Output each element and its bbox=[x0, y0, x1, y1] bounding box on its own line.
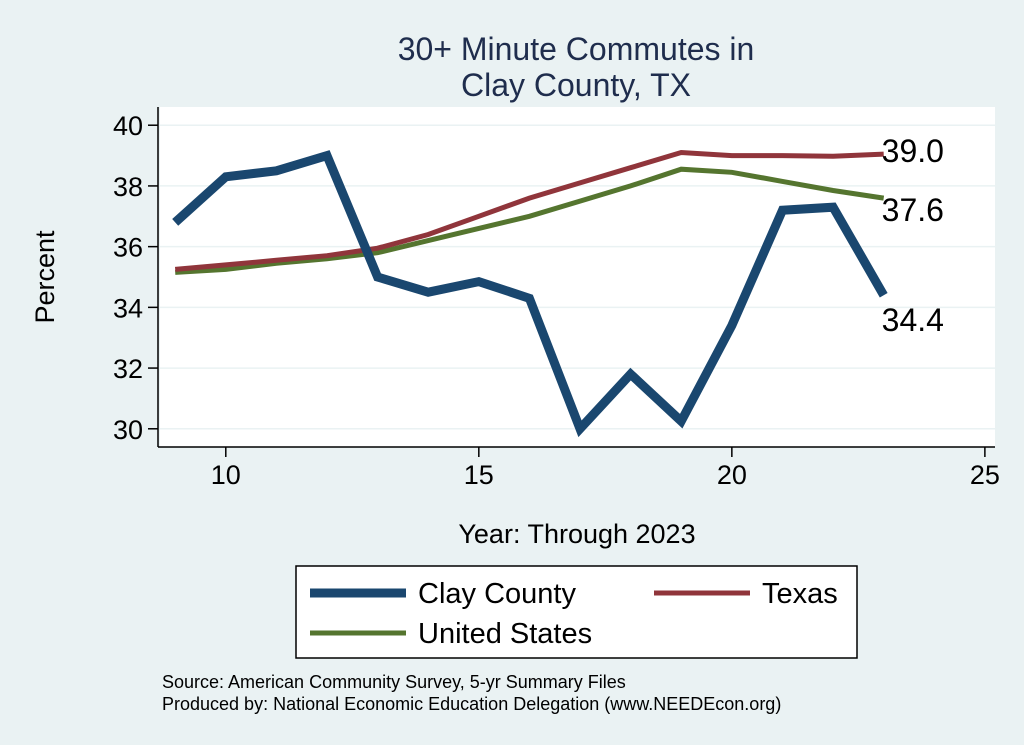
y-tick-label: 30 bbox=[113, 415, 143, 445]
end-label-united-states: 37.6 bbox=[882, 192, 944, 228]
y-axis-ticks: 30 32 34 36 38 40 bbox=[113, 111, 158, 445]
chart-title-line-1: 30+ Minute Commutes in bbox=[398, 31, 755, 67]
y-tick-label: 32 bbox=[113, 354, 143, 384]
source-note-line-1: Source: American Community Survey, 5-yr … bbox=[162, 672, 626, 692]
y-tick-label: 40 bbox=[113, 111, 143, 141]
x-axis-title: Year: Through 2023 bbox=[458, 519, 695, 549]
legend-box bbox=[295, 565, 858, 659]
series-line-clay-county bbox=[172, 150, 888, 438]
chart-title-line-2: Clay County, TX bbox=[461, 67, 691, 103]
series-line-texas bbox=[174, 149, 884, 272]
x-tick-label: 25 bbox=[970, 460, 1000, 490]
legend-label-texas: Texas bbox=[762, 578, 838, 610]
source-note-line-2: Produced by: National Economic Education… bbox=[162, 694, 781, 714]
x-tick-label: 10 bbox=[211, 460, 241, 490]
y-axis-title: Percent bbox=[30, 230, 60, 324]
x-tick-label: 20 bbox=[717, 460, 747, 490]
y-tick-label: 36 bbox=[113, 233, 143, 263]
series-line-united-states bbox=[175, 166, 885, 275]
series-lines bbox=[172, 149, 888, 438]
x-tick-label: 15 bbox=[464, 460, 494, 490]
legend: Clay County Texas United States bbox=[310, 578, 838, 650]
x-axis-ticks: 10 15 20 25 bbox=[211, 447, 1000, 490]
end-label-clay-county: 34.4 bbox=[882, 302, 944, 338]
y-tick-label: 38 bbox=[113, 172, 143, 202]
legend-label-united-states: United States bbox=[418, 618, 592, 650]
series-end-labels: 37.6 39.0 34.4 bbox=[882, 133, 944, 338]
y-tick-label: 34 bbox=[113, 293, 143, 323]
legend-label-clay-county: Clay County bbox=[418, 578, 576, 610]
end-label-texas: 39.0 bbox=[882, 133, 944, 169]
gridlines bbox=[160, 124, 995, 430]
